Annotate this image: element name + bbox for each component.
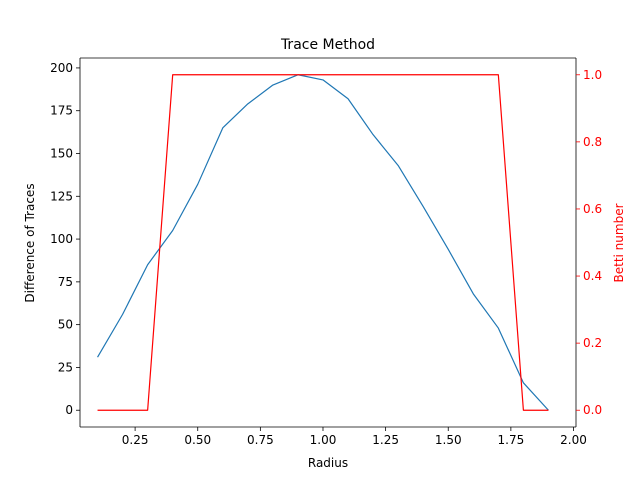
chart-title: Trace Method — [280, 37, 375, 53]
y-right-tick-label: 0.4 — [583, 269, 602, 283]
y-left-tick-label: 200 — [50, 61, 73, 75]
plot-area: 0.25 0.50 0.75 1.00 1.25 1.50 1.75 2.00 0 25 50 75 1… — [50, 57, 602, 447]
y-left-tick-label: 50 — [58, 318, 73, 332]
y-left-tick-label: 150 — [50, 147, 73, 161]
y-axis-left-label: Difference of Traces — [23, 183, 37, 302]
y-right-tick-label: 1.0 — [583, 68, 602, 82]
y-right-tick-label: 0.8 — [583, 135, 602, 149]
x-axis-label: Radius — [308, 456, 348, 470]
x-tick-label: 1.75 — [498, 433, 525, 447]
y-right-tick-label: 0.0 — [583, 403, 602, 417]
y-left-tick-label: 0 — [65, 403, 73, 417]
y-left-tick-label: 75 — [58, 275, 73, 289]
y-axis-right-label: Betti number — [612, 203, 626, 282]
y-left-tick-label: 175 — [50, 104, 73, 118]
x-tick-label: 1.00 — [310, 433, 337, 447]
y-left-tick-label: 25 — [58, 360, 73, 374]
x-tick-label: 0.50 — [184, 433, 211, 447]
y-left-tick-label: 125 — [50, 189, 73, 203]
x-tick-label: 0.75 — [247, 433, 274, 447]
y-left-tick-label: 100 — [50, 232, 73, 246]
x-tick-label: 1.25 — [372, 433, 399, 447]
x-tick-label: 2.00 — [560, 433, 587, 447]
x-tick-label: 0.25 — [122, 433, 149, 447]
y-right-tick-label: 0.2 — [583, 336, 602, 350]
betti-number-line — [97, 74, 549, 411]
difference-of-traces-line — [97, 74, 549, 411]
y-right-tick-label: 0.6 — [583, 202, 602, 216]
x-tick-label: 1.50 — [435, 433, 462, 447]
